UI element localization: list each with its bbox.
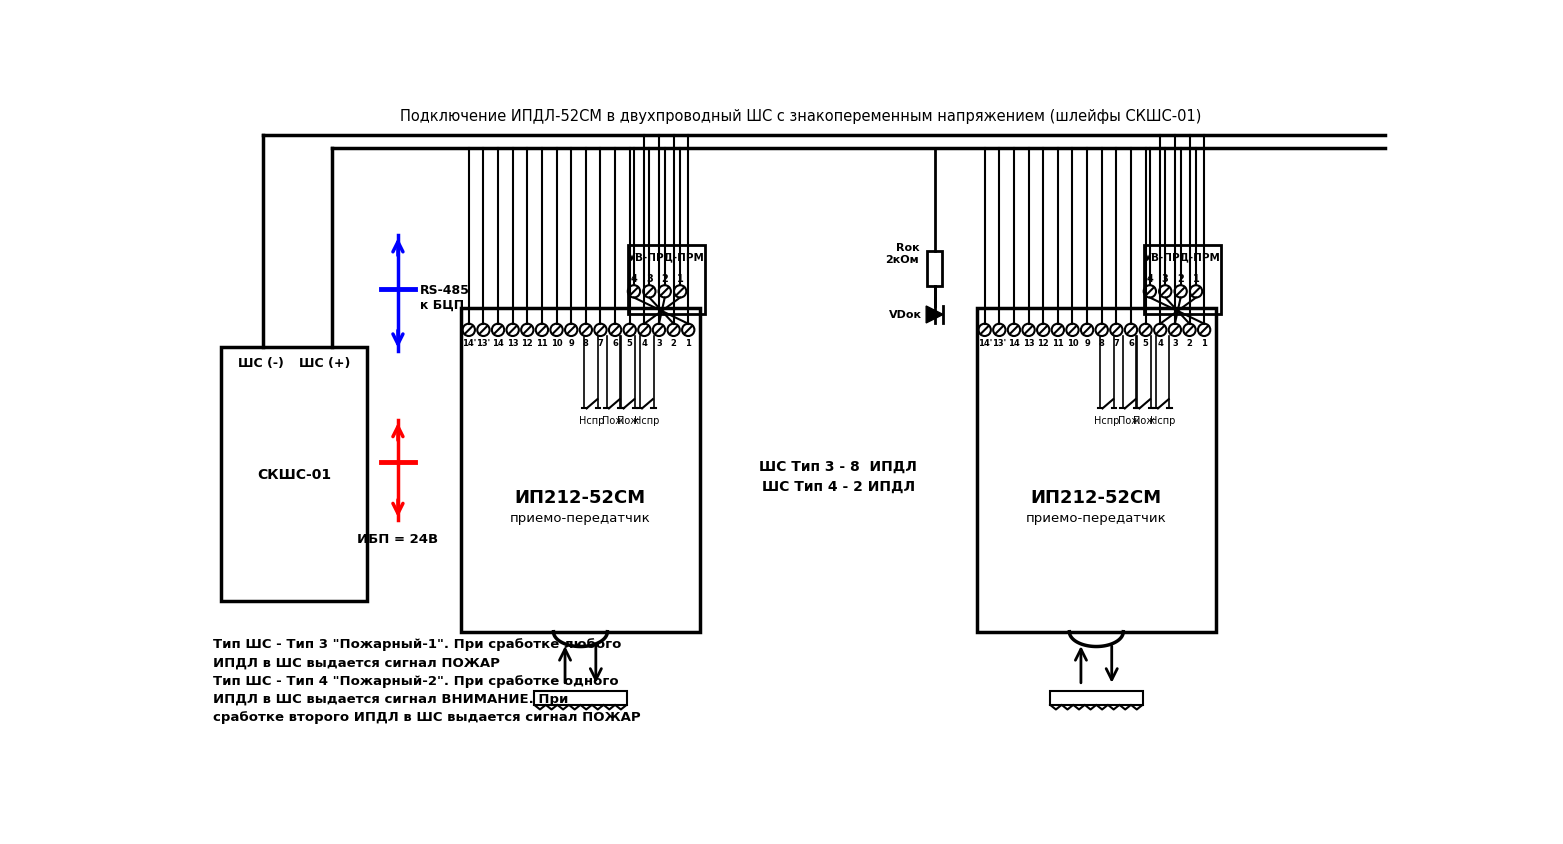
Text: 4: 4 <box>1147 273 1153 284</box>
Bar <box>977 309 1216 632</box>
Text: ШС Тип 3 - 8  ИПДЛ: ШС Тип 3 - 8 ИПДЛ <box>760 460 917 473</box>
Text: 3: 3 <box>656 338 661 347</box>
Text: Тип ШС - Тип 3 "Пожарный-1". При сработке любого
ИПДЛ в ШС выдается сигнал ПОЖАР: Тип ШС - Тип 3 "Пожарный-1". При сработк… <box>213 637 622 668</box>
Text: 14': 14' <box>461 338 475 347</box>
Text: VDок: VDок <box>889 310 922 320</box>
Text: 11: 11 <box>536 338 547 347</box>
Text: Нспр: Нспр <box>578 415 603 425</box>
Bar <box>220 348 367 601</box>
Text: 2: 2 <box>661 273 667 284</box>
Text: Пож: Пож <box>602 415 625 425</box>
Text: 2: 2 <box>1177 273 1185 284</box>
Text: УВ-ПРД-ПРМ: УВ-ПРД-ПРМ <box>1144 252 1221 262</box>
Text: 8: 8 <box>1099 338 1105 347</box>
Text: 1: 1 <box>1202 338 1207 347</box>
Text: Rок
2кОм: Rок 2кОм <box>886 243 919 264</box>
Text: 7: 7 <box>597 338 603 347</box>
Text: 12: 12 <box>522 338 533 347</box>
Text: Нспр: Нспр <box>1094 415 1119 425</box>
Text: 14: 14 <box>1008 338 1019 347</box>
Text: Нспр: Нспр <box>635 415 660 425</box>
Text: 14': 14' <box>977 338 993 347</box>
Text: 13': 13' <box>993 338 1007 347</box>
Bar <box>461 309 700 632</box>
Text: 4: 4 <box>1157 338 1163 347</box>
Text: 9: 9 <box>569 338 574 347</box>
Text: 3: 3 <box>1161 273 1169 284</box>
Text: 6: 6 <box>613 338 617 347</box>
Text: 4: 4 <box>630 273 638 284</box>
Text: 9: 9 <box>1085 338 1089 347</box>
Text: ШС (-): ШС (-) <box>238 357 283 370</box>
Text: 2: 2 <box>671 338 677 347</box>
Bar <box>1050 691 1143 705</box>
Text: 5: 5 <box>1143 338 1149 347</box>
Text: 10: 10 <box>550 338 563 347</box>
Bar <box>927 252 942 286</box>
Text: 11: 11 <box>1052 338 1064 347</box>
Text: ШС Тип 4 - 2 ИПДЛ: ШС Тип 4 - 2 ИПДЛ <box>761 479 914 493</box>
Text: ИБП = 24В: ИБП = 24В <box>358 532 439 545</box>
Text: 8: 8 <box>583 338 589 347</box>
Text: приемо-передатчик: приемо-передатчик <box>510 511 650 525</box>
Text: Пож: Пож <box>617 415 639 425</box>
Text: ИП212-52СМ: ИП212-52СМ <box>514 489 646 506</box>
Bar <box>1144 246 1221 315</box>
Text: Пож: Пож <box>1119 415 1141 425</box>
Text: приемо-передатчик: приемо-передатчик <box>1025 511 1166 525</box>
Text: 4: 4 <box>641 338 647 347</box>
Text: Подключение ИПДЛ-52СМ в двухпроводный ШС с знакопеременным напряжением (шлейфы С: Подключение ИПДЛ-52СМ в двухпроводный ШС… <box>400 109 1202 124</box>
Text: ИП212-52СМ: ИП212-52СМ <box>1030 489 1161 506</box>
Text: УВ-ПРД-ПРМ: УВ-ПРД-ПРМ <box>628 252 705 262</box>
Text: 13: 13 <box>1022 338 1035 347</box>
Text: 10: 10 <box>1066 338 1078 347</box>
Text: 13': 13' <box>477 338 491 347</box>
Text: 14: 14 <box>492 338 503 347</box>
Text: RS-485
к БЦП: RS-485 к БЦП <box>419 284 469 311</box>
Text: 3: 3 <box>1172 338 1179 347</box>
Text: Нспр: Нспр <box>1150 415 1175 425</box>
Text: СКШС-01: СКШС-01 <box>256 468 331 481</box>
Text: 13: 13 <box>506 338 519 347</box>
Text: 1: 1 <box>677 273 683 284</box>
Text: 1: 1 <box>685 338 691 347</box>
Text: Тип ШС - Тип 4 "Пожарный-2". При сработке одного
ИПДЛ в ШС выдается сигнал ВНИМА: Тип ШС - Тип 4 "Пожарный-2". При сработк… <box>213 674 641 723</box>
Polygon shape <box>927 306 942 323</box>
Text: ШС (+): ШС (+) <box>299 357 350 370</box>
Bar <box>628 246 705 315</box>
Text: 2: 2 <box>1186 338 1193 347</box>
Text: 12: 12 <box>1038 338 1049 347</box>
Text: 7: 7 <box>1113 338 1119 347</box>
Bar <box>535 691 627 705</box>
Text: 1: 1 <box>1193 273 1199 284</box>
Text: Пож: Пож <box>1133 415 1155 425</box>
Text: 6: 6 <box>1128 338 1133 347</box>
Text: 3: 3 <box>646 273 653 284</box>
Text: 5: 5 <box>627 338 633 347</box>
